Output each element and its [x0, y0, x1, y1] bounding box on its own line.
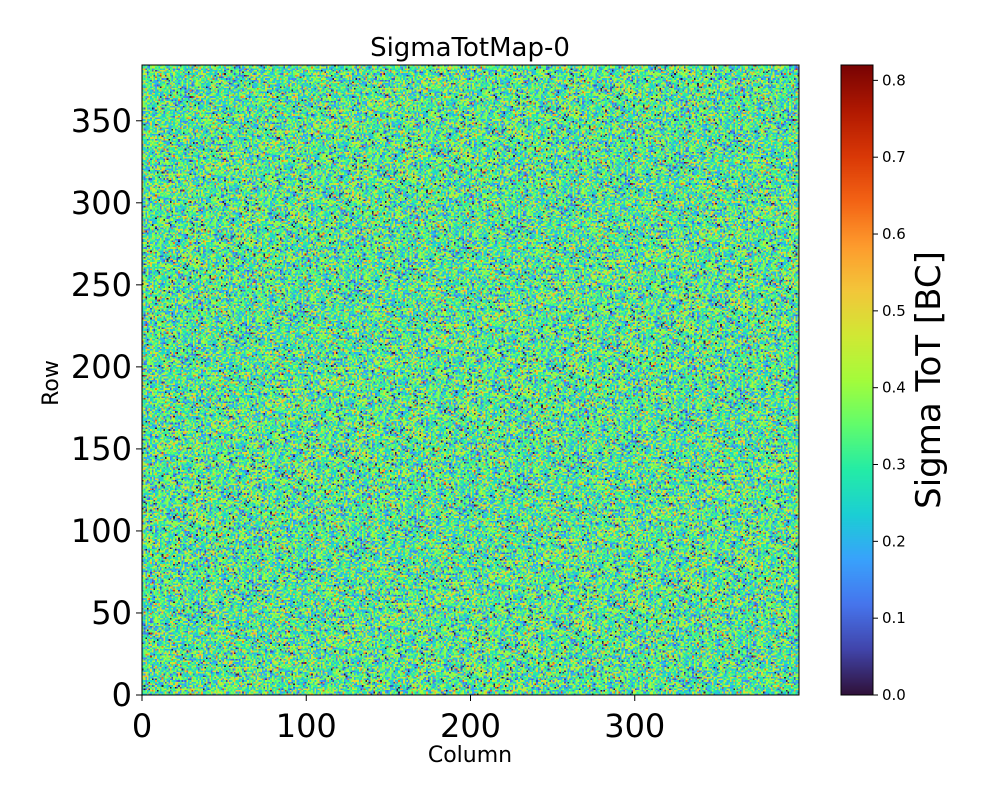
colorbar-frame	[840, 64, 874, 696]
y-tick-label: 150	[71, 430, 132, 468]
colorbar-tick-label: 0.2	[882, 532, 906, 550]
colorbar: 0.0 0.1 0.2 0.3 0.4 0.5 0.6 0.7 0.8 Sigma ToT [B…	[840, 64, 949, 704]
x-axis-ticks: 0 100 200 300	[132, 695, 665, 745]
x-tick-label: 0	[132, 707, 152, 745]
y-tick-label: 0	[112, 676, 132, 714]
x-tick-label: 200	[440, 707, 501, 745]
y-tick-label: 50	[91, 594, 132, 632]
heatmap-image	[142, 65, 799, 695]
colorbar-tick-label: 0.1	[882, 609, 906, 627]
colorbar-tick-label: 0.4	[882, 379, 906, 397]
y-tick-label: 200	[71, 348, 132, 386]
colorbar-label: Sigma ToT [BC]	[909, 251, 949, 509]
colorbar-tick-label: 0.0	[882, 686, 906, 704]
y-tick-label: 300	[71, 184, 132, 222]
colorbar-tick-label: 0.7	[882, 148, 906, 166]
x-axis-label: Column	[428, 743, 512, 768]
colorbar-tick-label: 0.5	[882, 302, 906, 320]
colorbar-ticks: 0.0 0.1 0.2 0.3 0.4 0.5 0.6 0.7 0.8	[873, 71, 906, 704]
x-tick-label: 300	[604, 707, 665, 745]
heatmap-pixels	[142, 65, 799, 695]
y-tick-label: 350	[71, 102, 132, 140]
y-axis-ticks: 0 50 100 150 200 250 300 350	[71, 102, 142, 714]
y-tick-label: 100	[71, 512, 132, 550]
y-axis-label: Row	[39, 360, 64, 406]
x-tick-label: 100	[276, 707, 337, 745]
colorbar-tick-label: 0.6	[882, 225, 906, 243]
y-tick-label: 250	[71, 266, 132, 304]
colorbar-tick-label: 0.8	[882, 71, 906, 89]
colorbar-gradient	[841, 65, 873, 695]
colorbar-tick-label: 0.3	[882, 456, 906, 474]
chart-title: SigmaTotMap-0	[370, 33, 570, 63]
